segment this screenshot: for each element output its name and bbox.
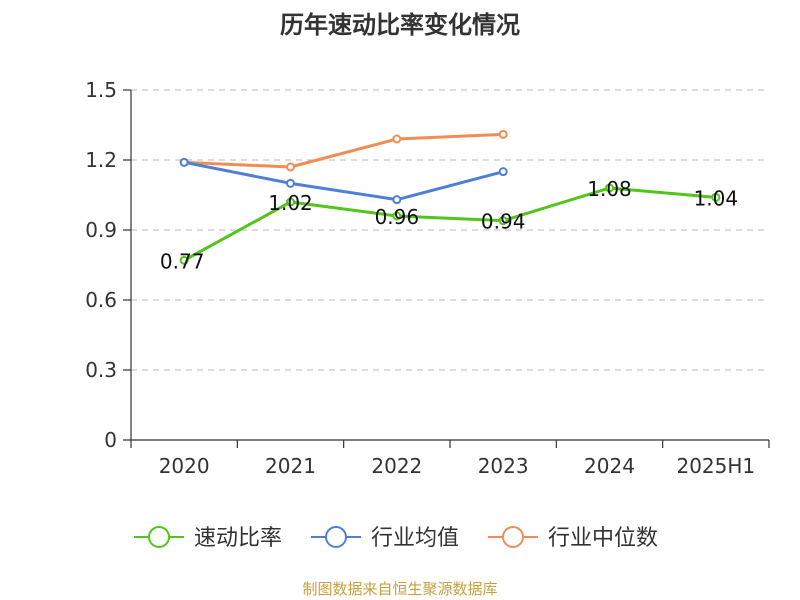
gridlines xyxy=(131,89,769,371)
data-label: 1.02 xyxy=(268,191,313,215)
data-point xyxy=(392,195,402,205)
data-point xyxy=(498,167,508,177)
x-tick-label: 2025H1 xyxy=(676,454,755,478)
y-tick-label: 0 xyxy=(104,428,117,452)
legend-circle-marker xyxy=(148,526,170,548)
y-tick-label: 1.2 xyxy=(85,148,117,172)
data-label: 0.96 xyxy=(375,205,420,229)
data-point xyxy=(286,178,295,188)
y-tick-label: 0.3 xyxy=(85,358,117,382)
data-point xyxy=(286,162,295,172)
source-note: 制图数据来自恒生聚源数据库 xyxy=(302,580,497,598)
legend-item[interactable]: 行业均值 xyxy=(311,526,459,551)
y-tick-label: 0.9 xyxy=(85,218,117,242)
data-labels: 0.77 1.02 0.96 0.94 1.08 1.04 xyxy=(160,177,738,273)
legend-circle-marker xyxy=(325,526,347,548)
data-point xyxy=(179,157,189,167)
legend-label: 行业中位数 xyxy=(548,526,658,551)
x-tick-label: 2022 xyxy=(371,454,422,478)
data-label: 1.04 xyxy=(694,186,739,210)
data-point xyxy=(498,129,508,139)
y-tick-label: 1.5 xyxy=(85,78,117,102)
data-point xyxy=(605,183,614,193)
x-tick-label: 2024 xyxy=(584,454,635,478)
legend-item[interactable]: 行业中位数 xyxy=(488,526,658,551)
data-point xyxy=(392,211,402,221)
x-tick-label: 2020 xyxy=(159,454,210,478)
data-point xyxy=(711,192,721,202)
data-label: 0.77 xyxy=(160,249,205,273)
series-line xyxy=(183,186,716,262)
data-point xyxy=(179,255,189,265)
x-tick-label: 2023 xyxy=(478,454,529,478)
legend-item[interactable]: 速动比率 xyxy=(134,526,282,551)
data-point xyxy=(498,216,508,226)
series-line xyxy=(183,160,504,202)
data-point xyxy=(392,134,402,144)
legend-label: 速动比率 xyxy=(194,526,282,551)
chart-title: 历年速动比率变化情况 xyxy=(280,11,520,39)
legend[interactable]: 速动比率 行业均值 行业中位数 xyxy=(134,526,658,551)
y-tick-label: 0.6 xyxy=(85,288,117,312)
data-point xyxy=(286,197,295,207)
x-tick-label: 2021 xyxy=(265,454,316,478)
legend-label: 行业均值 xyxy=(371,526,459,551)
data-label: 0.94 xyxy=(481,210,526,234)
series-lines xyxy=(179,129,721,265)
legend-circle-marker xyxy=(502,526,524,548)
series-line xyxy=(184,132,504,169)
data-label: 1.08 xyxy=(587,177,632,201)
axes: 0 0.3 0.6 0.9 1.2 1.5 2020 2021 2022 2023 2024 2025… xyxy=(85,78,770,478)
